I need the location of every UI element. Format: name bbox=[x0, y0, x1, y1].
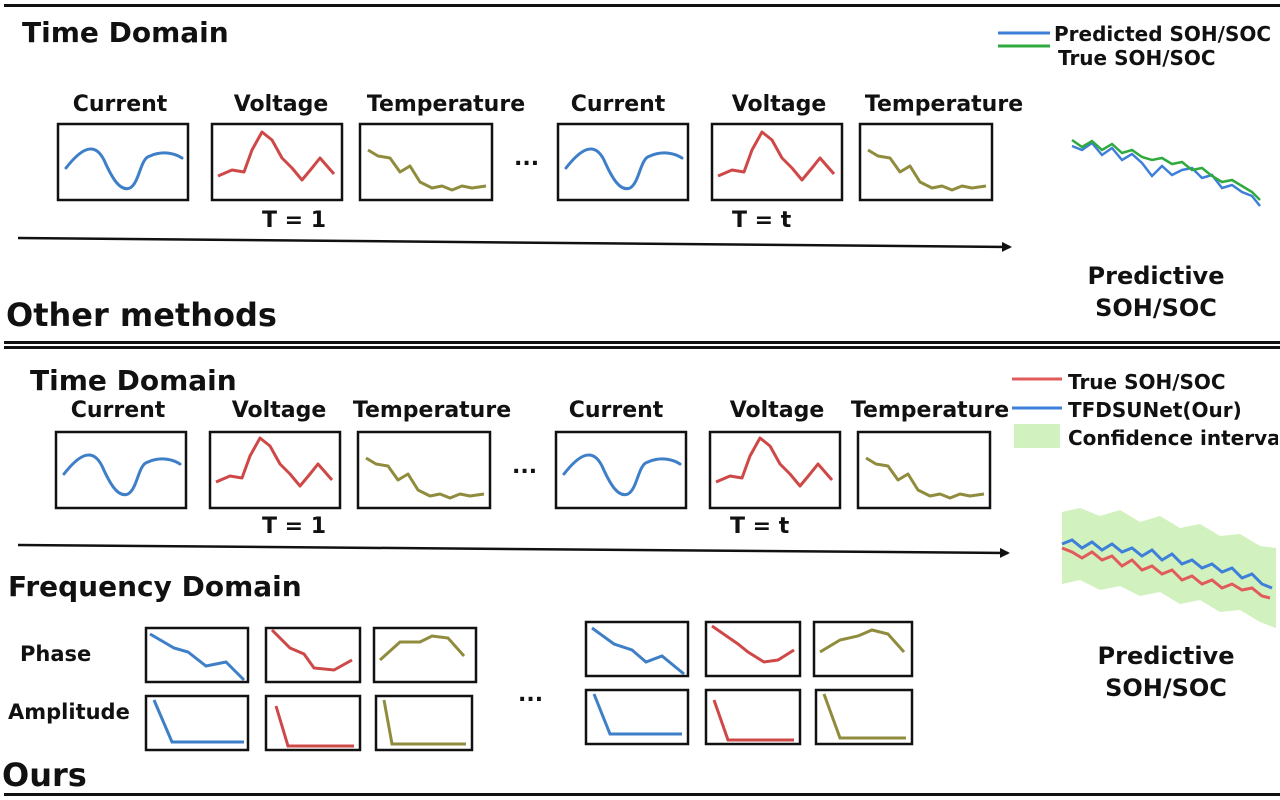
bottom-current-plot-2 bbox=[554, 430, 688, 510]
top-label-temperature-2: Temperature bbox=[864, 92, 1024, 117]
bottom-predictive-line1: Predictive bbox=[1097, 642, 1235, 670]
voltage-wave bbox=[715, 436, 834, 488]
phase-current-plot-1 bbox=[144, 626, 250, 684]
bottom-label-current-1: Current bbox=[70, 398, 166, 423]
temperature-wave bbox=[367, 148, 487, 192]
bottom-tt-label: T = t bbox=[730, 514, 790, 539]
bottom-voltage-plot-2 bbox=[708, 430, 842, 510]
bottom-legend-model: TFDSUNet(Our) bbox=[1068, 398, 1242, 422]
phase-temperature-plot-1 bbox=[372, 626, 478, 684]
amplitude-voltage-plot-2 bbox=[704, 688, 802, 746]
amplitude-wave bbox=[822, 693, 906, 740]
bottom-legend-true: True SOH/SOC bbox=[1068, 370, 1226, 394]
top-predictive-line2: SOH/SOC bbox=[1095, 294, 1217, 322]
top-predictive-line1: Predictive bbox=[1087, 262, 1225, 290]
top-label-voltage-2: Voltage bbox=[731, 92, 827, 117]
amplitude-wave bbox=[382, 699, 466, 746]
amplitude-wave bbox=[152, 699, 244, 744]
bottom-true-series bbox=[1061, 546, 1271, 600]
bottom-legend-confidence-swatch bbox=[1014, 424, 1060, 448]
top-label-voltage-1: Voltage bbox=[233, 92, 329, 117]
ours-label: Ours bbox=[2, 756, 87, 794]
temperature-wave bbox=[865, 456, 985, 500]
top-label-current-1: Current bbox=[72, 92, 168, 117]
bottom-label-voltage-2: Voltage bbox=[729, 398, 825, 423]
amplitude-wave bbox=[712, 699, 794, 742]
bottom-temperature-plot-2 bbox=[856, 430, 992, 510]
bottom-label-current-2: Current bbox=[568, 398, 664, 423]
phase-wave bbox=[149, 632, 246, 682]
ours-panel bbox=[4, 346, 1280, 796]
amplitude-label: Amplitude bbox=[8, 700, 130, 724]
frequency-ellipsis: ... bbox=[518, 682, 544, 707]
voltage-wave bbox=[217, 130, 336, 182]
phase-wave bbox=[378, 634, 466, 662]
bottom-predictive-line2: SOH/SOC bbox=[1105, 674, 1227, 702]
bottom-label-temperature-1: Temperature bbox=[352, 398, 512, 423]
current-wave bbox=[64, 147, 184, 191]
top-prediction-plot bbox=[1071, 138, 1261, 207]
temperature-wave bbox=[365, 456, 485, 500]
current-wave bbox=[62, 453, 182, 497]
top-label-temperature-1: Temperature bbox=[366, 92, 526, 117]
bottom-prediction-plot bbox=[1061, 508, 1276, 628]
phase-wave bbox=[270, 628, 353, 672]
bottom-time-domain-title: Time Domain bbox=[30, 364, 237, 397]
voltage-wave bbox=[717, 130, 836, 182]
bottom-predictive-label: Predictive SOH/SOC bbox=[1080, 640, 1252, 704]
amplitude-wave bbox=[592, 693, 682, 736]
bottom-ellipsis: ... bbox=[512, 454, 538, 479]
top-t1-label: T = 1 bbox=[262, 208, 327, 233]
temperature-wave bbox=[867, 148, 987, 192]
current-wave bbox=[562, 453, 682, 497]
top-legend-predicted: Predicted SOH/SOC bbox=[1054, 22, 1272, 46]
amplitude-voltage-plot-1 bbox=[264, 694, 362, 752]
bottom-temperature-plot-1 bbox=[356, 430, 492, 510]
bottom-current-plot-1 bbox=[54, 430, 188, 510]
bottom-label-temperature-2: Temperature bbox=[850, 398, 1010, 423]
bottom-voltage-plot-1 bbox=[208, 430, 342, 510]
top-voltage-plot-2 bbox=[710, 122, 844, 202]
top-predicted-series bbox=[1071, 141, 1261, 207]
phase-voltage-plot-1 bbox=[264, 626, 362, 684]
top-legend-true: True SOH/SOC bbox=[1058, 46, 1216, 70]
top-time-domain-title: Time Domain bbox=[22, 16, 229, 49]
top-ellipsis: ... bbox=[514, 146, 540, 171]
top-temperature-plot-2 bbox=[858, 122, 994, 202]
amplitude-temperature-plot-1 bbox=[374, 694, 474, 752]
amplitude-wave bbox=[274, 705, 354, 748]
phase-wave bbox=[591, 626, 685, 676]
phase-wave bbox=[711, 624, 795, 664]
voltage-wave bbox=[215, 436, 334, 488]
top-tt-label: T = t bbox=[732, 208, 792, 233]
bottom-legend-confidence: Confidence interval bbox=[1068, 426, 1278, 450]
amplitude-temperature-plot-2 bbox=[814, 688, 914, 746]
bottom-t1-label: T = 1 bbox=[262, 514, 327, 539]
top-voltage-plot-1 bbox=[210, 122, 344, 202]
phase-temperature-plot-2 bbox=[812, 620, 914, 678]
bottom-label-voltage-1: Voltage bbox=[231, 398, 327, 423]
top-current-plot-1 bbox=[56, 122, 190, 202]
amplitude-current-plot-2 bbox=[584, 688, 690, 746]
phase-current-plot-2 bbox=[584, 620, 690, 678]
phase-label: Phase bbox=[20, 642, 92, 666]
other-methods-panel bbox=[4, 4, 1280, 344]
top-label-current-2: Current bbox=[570, 92, 666, 117]
bottom-model-series bbox=[1061, 538, 1273, 590]
top-true-series bbox=[1071, 138, 1261, 201]
current-wave bbox=[564, 147, 684, 191]
bottom-time-arrow bbox=[17, 543, 1010, 558]
phase-voltage-plot-2 bbox=[704, 620, 802, 678]
top-time-arrow bbox=[17, 236, 1012, 252]
frequency-domain-title: Frequency Domain bbox=[8, 570, 302, 603]
other-methods-label: Other methods bbox=[6, 296, 277, 334]
amplitude-current-plot-1 bbox=[144, 694, 250, 752]
top-current-plot-2 bbox=[556, 122, 690, 202]
top-predictive-label: Predictive SOH/SOC bbox=[1070, 260, 1242, 324]
confidence-band bbox=[1062, 508, 1276, 628]
top-temperature-plot-1 bbox=[358, 122, 494, 202]
phase-wave bbox=[819, 628, 906, 654]
